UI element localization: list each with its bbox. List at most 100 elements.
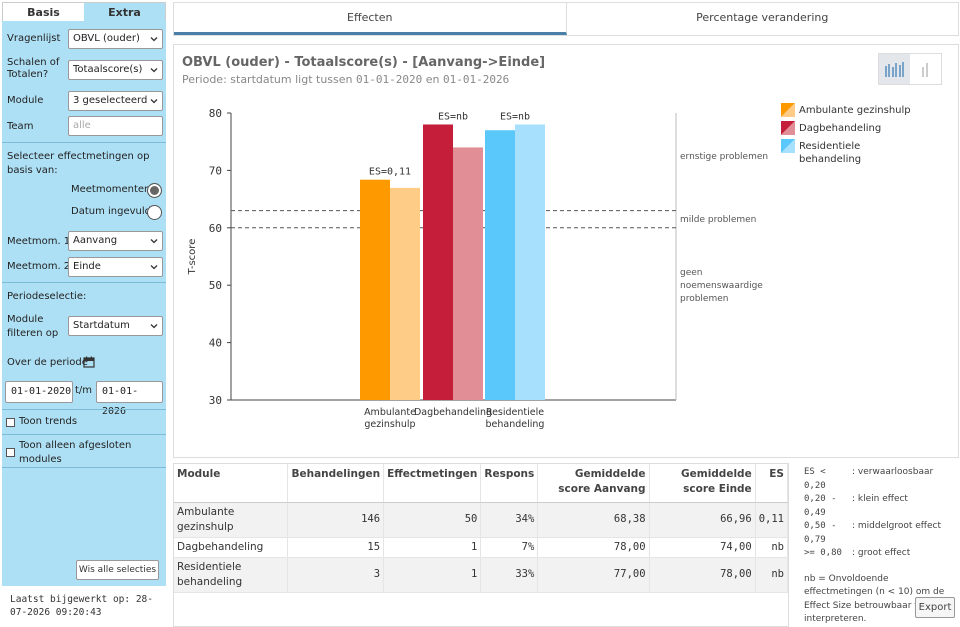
chevron-down-icon [150,239,158,244]
es-meaning: : groot effect [852,548,911,558]
y-tick-label: 60 [209,222,222,235]
es-legend-row: 0,20 - 0,49: klein effect [804,493,960,520]
subtitle-to: 01-01-2026 [442,73,510,86]
divider [2,467,166,468]
col-behandelingen[interactable]: Behandelingen [287,464,385,503]
date-from-input[interactable]: 01-01-2020 [5,381,73,403]
calendar-icon[interactable] [83,356,95,368]
col-effectmetingen[interactable]: Effectmetingen [383,464,482,503]
es-meaning: : verwaarloosbaar [852,467,934,477]
table-header-row: Module Behandelingen Effectmetingen Resp… [174,464,789,503]
over-periode-label: Over de periode [7,357,88,368]
subtitle-mid: en [422,73,443,86]
cell-effectmetingen: 1 [383,557,482,593]
cell-gem-einde: 74,00 [649,537,756,558]
module-filter-value: Startdatum [73,320,130,331]
effect-size-label: ES=nb [438,111,468,122]
cell-es: 0,11 [755,502,789,538]
col-es[interactable]: ES [755,464,789,503]
col-gem-aanvang[interactable]: Gemiddelde score Aanvang [537,464,650,503]
tab-extra[interactable]: Extra [84,2,166,22]
zone-label: milde problemen [680,215,756,225]
divider [2,282,166,283]
legend-swatch [781,121,795,135]
meetmom2-label: Meetmom. 2 [7,261,70,272]
legend-swatch [781,103,795,117]
y-axis-label: T-score [187,239,198,276]
effect-chart: 30 40 50 60 70 80 T-score ernstige problemen mil… [187,103,911,430]
chevron-down-icon [150,68,158,73]
bar-einde [453,147,483,400]
tab-basis[interactable]: Basis [2,2,84,22]
y-tick-label: 30 [209,394,222,407]
toon-trends-label: Toon trends [19,416,78,427]
date-separator: t/m [75,385,93,396]
radio-meetmomenten-label: Meetmomenten [71,184,151,195]
chevron-down-icon [150,99,158,104]
es-legend-row: 0,50 - 0,79: middelgroot effect [804,520,960,547]
table-row[interactable]: Ambulante gezinshulp 146 50 34% 68,38 66… [174,502,789,538]
cell-module: Residentiele behandeling [174,557,289,593]
cell-respons: 7% [480,537,539,558]
periodeselectie-label: Periodeselectie: [7,291,87,302]
tab-percentage-verandering[interactable]: Percentage verandering [696,11,829,24]
schalen-label: Schalen of Totalen? [7,57,60,80]
table-row[interactable]: Residentiele behandeling 3 1 33% 77,00 7… [174,557,789,593]
radio-datum-label: Datum ingevuld [71,206,152,217]
cell-effectmetingen: 1 [383,537,482,558]
y-tick-label: 50 [209,279,222,292]
module-value: 3 geselecteerd [73,95,148,106]
zone-label: geen [680,268,703,278]
module-filter-select[interactable]: Startdatum [68,316,163,336]
es-range: >= 0,80 [804,548,842,558]
legend-label: Residentiele [799,141,860,152]
meetmom2-label-text: Meetmom. 2 [7,261,71,272]
x-tick-label: gezinshulp [364,419,415,430]
chevron-down-icon [150,37,158,42]
legend-label: Dagbehandeling [799,123,881,134]
subtitle-prefix: Periode: startdatum ligt tussen [182,73,356,86]
es-legend-row: >= 0,80 : groot effect [804,547,960,561]
cell-respons: 34% [480,502,539,538]
grouped-bar-chart-icon [884,62,904,77]
bar-aanvang [360,179,390,400]
sidebar-tabs: Basis Extra [2,2,166,22]
clear-selections-button[interactable]: Wis alle selecties [76,560,159,580]
vragenlijst-select[interactable]: OBVL (ouder) [68,29,163,49]
toon-afgesloten-checkbox[interactable] [6,448,15,457]
chart-subtitle: Periode: startdatum ligt tussen 01-01-20… [182,73,509,86]
col-module[interactable]: Module [174,464,289,503]
team-label: Team [7,121,34,132]
meetmom1-select[interactable]: Aanvang [68,231,163,251]
radio-datum[interactable] [147,205,162,220]
stacked-bar-button[interactable] [910,54,941,84]
bar-einde [390,187,420,400]
x-tick-label: Residentiele [486,407,544,418]
toon-afgesloten-label: Toon alleen afgesloten modules [19,440,132,465]
module-select[interactable]: 3 geselecteerd [68,91,163,111]
meetmom1-value: Aanvang [73,235,118,246]
grouped-bar-button[interactable] [879,54,910,84]
chart-type-toggle [878,53,942,85]
col-gem-einde[interactable]: Gemiddelde score Einde [649,464,756,503]
subtitle-from: 01-01-2020 [356,73,423,86]
meetmom2-select[interactable]: Einde [68,257,163,277]
schalen-value: Totaalscore(s) [73,64,143,75]
radio-meetmomenten[interactable] [147,183,162,198]
schalen-select[interactable]: Totaalscore(s) [68,60,163,80]
team-input[interactable]: alle [68,116,163,136]
toon-trends-checkbox[interactable] [6,418,15,427]
meetmom1-label: Meetmom. 1 [7,236,71,247]
export-button[interactable]: Export [915,597,955,618]
x-tick-label: Dagbehandeling [414,407,492,418]
col-respons[interactable]: Respons [480,464,539,503]
cell-gem-aanvang: 68,38 [537,502,650,538]
meetmom2-value: Einde [73,261,101,272]
tab-effecten[interactable]: Effecten [174,3,567,35]
cell-gem-einde: 66,96 [649,502,756,538]
es-range: ES < 0,20 [804,467,826,491]
table-row[interactable]: Dagbehandeling 15 1 7% 78,00 74,00 nb [174,537,789,558]
cell-es: nb [755,557,789,593]
date-to-input[interactable]: 01-01-2026 [96,381,163,417]
cell-respons: 33% [480,557,539,593]
